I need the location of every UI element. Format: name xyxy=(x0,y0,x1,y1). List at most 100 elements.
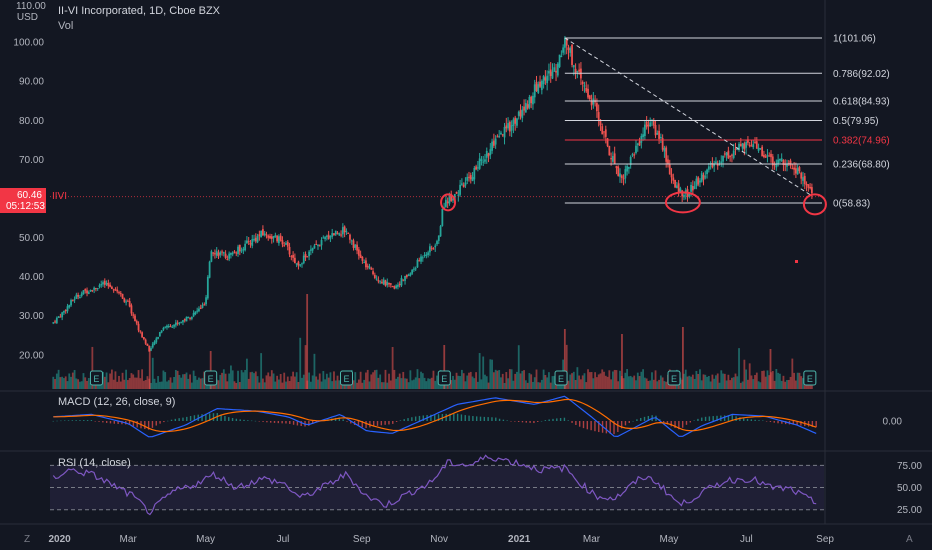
earnings-marker xyxy=(340,370,354,386)
volume-bar xyxy=(635,380,637,389)
volume-bar xyxy=(535,369,538,389)
candle-body xyxy=(171,326,174,328)
chart-title[interactable]: II-VI Incorporated, 1D, Cboe BZX xyxy=(58,5,221,17)
volume-bar xyxy=(434,380,437,389)
macd-histogram-bar xyxy=(643,416,646,421)
candle-body xyxy=(560,56,563,58)
volume-bar xyxy=(123,379,126,389)
candle-body xyxy=(160,330,163,333)
volume-bar xyxy=(729,380,732,389)
candle-body xyxy=(157,336,159,339)
marker-dot xyxy=(795,260,798,263)
volume-bar xyxy=(301,377,303,389)
fib-level-label: 1(101.06) xyxy=(833,33,876,44)
macd-histogram-bar xyxy=(94,421,96,422)
candle-body xyxy=(750,145,753,147)
volume-bar xyxy=(189,374,191,389)
volume-bar xyxy=(455,372,458,389)
volume-bar xyxy=(413,379,415,389)
volume-bar xyxy=(324,379,326,389)
candle-body xyxy=(162,327,165,330)
auto-scale-button[interactable]: A xyxy=(906,534,913,545)
macd-histogram-bar xyxy=(411,417,413,421)
x-tick-label: Jul xyxy=(740,534,753,545)
macd-histogram-bar xyxy=(548,419,550,421)
volume-bar xyxy=(606,376,609,389)
volume-bar xyxy=(357,379,360,389)
macd-histogram-bar xyxy=(628,421,630,423)
volume-bar xyxy=(228,373,231,389)
y-tick-label: 30.00 xyxy=(19,311,44,322)
candle-body xyxy=(231,252,234,255)
earnings-marker-label: E xyxy=(441,374,447,384)
fib-level-label: 0(58.83) xyxy=(833,199,870,210)
volume-bar xyxy=(63,378,65,389)
candle-body xyxy=(267,235,270,238)
volume-bar xyxy=(146,376,149,389)
volume-bar xyxy=(116,381,119,389)
volume-bar xyxy=(690,376,692,389)
candle-body xyxy=(317,244,319,247)
volume-bar xyxy=(71,372,74,389)
candle-body xyxy=(196,310,199,312)
macd-label[interactable]: MACD (12, 26, close, 9) xyxy=(58,396,176,408)
volume-bar xyxy=(706,376,708,389)
macd-histogram-bar xyxy=(109,421,112,424)
candle-body xyxy=(70,300,72,306)
candle-body xyxy=(398,283,401,286)
volume-bar xyxy=(334,380,337,389)
volume-bar xyxy=(114,371,117,389)
macd-histogram-bar xyxy=(231,418,234,421)
candle-body xyxy=(311,248,314,251)
volume-bar xyxy=(407,382,410,389)
timezone-z-button[interactable]: Z xyxy=(24,534,31,545)
volume-bar xyxy=(748,363,751,389)
macd-histogram-bar xyxy=(434,414,436,421)
volume-bar xyxy=(109,373,112,389)
macd-histogram-bar xyxy=(537,421,539,423)
earnings-marker-label: E xyxy=(807,374,813,384)
candle-body xyxy=(436,241,438,245)
candle-body xyxy=(715,161,717,163)
candle-body xyxy=(333,233,335,236)
macd-histogram-bar xyxy=(414,416,417,421)
candle-body xyxy=(446,201,449,204)
candle-body xyxy=(731,154,733,156)
volume-bar xyxy=(594,372,597,389)
candle-body xyxy=(777,159,780,165)
volume-bar xyxy=(375,369,378,389)
macd-histogram-bar xyxy=(590,421,592,431)
volume-bar xyxy=(372,372,374,389)
volume-bar xyxy=(386,382,389,389)
volume-bar xyxy=(119,381,122,389)
volume-bar xyxy=(279,373,282,389)
volume-bar xyxy=(262,378,264,389)
candle-body xyxy=(169,326,172,328)
volume-bar xyxy=(633,375,636,389)
candle-body xyxy=(297,261,300,266)
candle-body xyxy=(498,135,501,137)
volume-bar xyxy=(276,375,279,389)
candle-body xyxy=(555,70,557,73)
macd-histogram-bar xyxy=(605,421,608,434)
volume-bar xyxy=(551,376,554,389)
volume-bar xyxy=(356,382,358,389)
candle-body xyxy=(400,277,403,286)
macd-histogram-bar xyxy=(620,421,623,429)
volume-bar xyxy=(658,379,660,389)
candle-body xyxy=(487,153,490,157)
candle-body xyxy=(489,149,492,156)
macd-histogram-bar xyxy=(712,416,714,421)
candle-body xyxy=(764,156,767,158)
volume-bar xyxy=(263,382,266,389)
candle-body xyxy=(604,129,607,137)
macd-histogram-bar xyxy=(64,420,66,421)
candle-body xyxy=(510,125,513,131)
volume-bar xyxy=(436,375,438,389)
candle-body xyxy=(507,123,509,129)
rsi-label[interactable]: RSI (14, close) xyxy=(58,457,131,469)
macd-histogram-bar xyxy=(632,420,634,422)
candle-body xyxy=(544,77,547,81)
volume-bar xyxy=(144,379,147,389)
